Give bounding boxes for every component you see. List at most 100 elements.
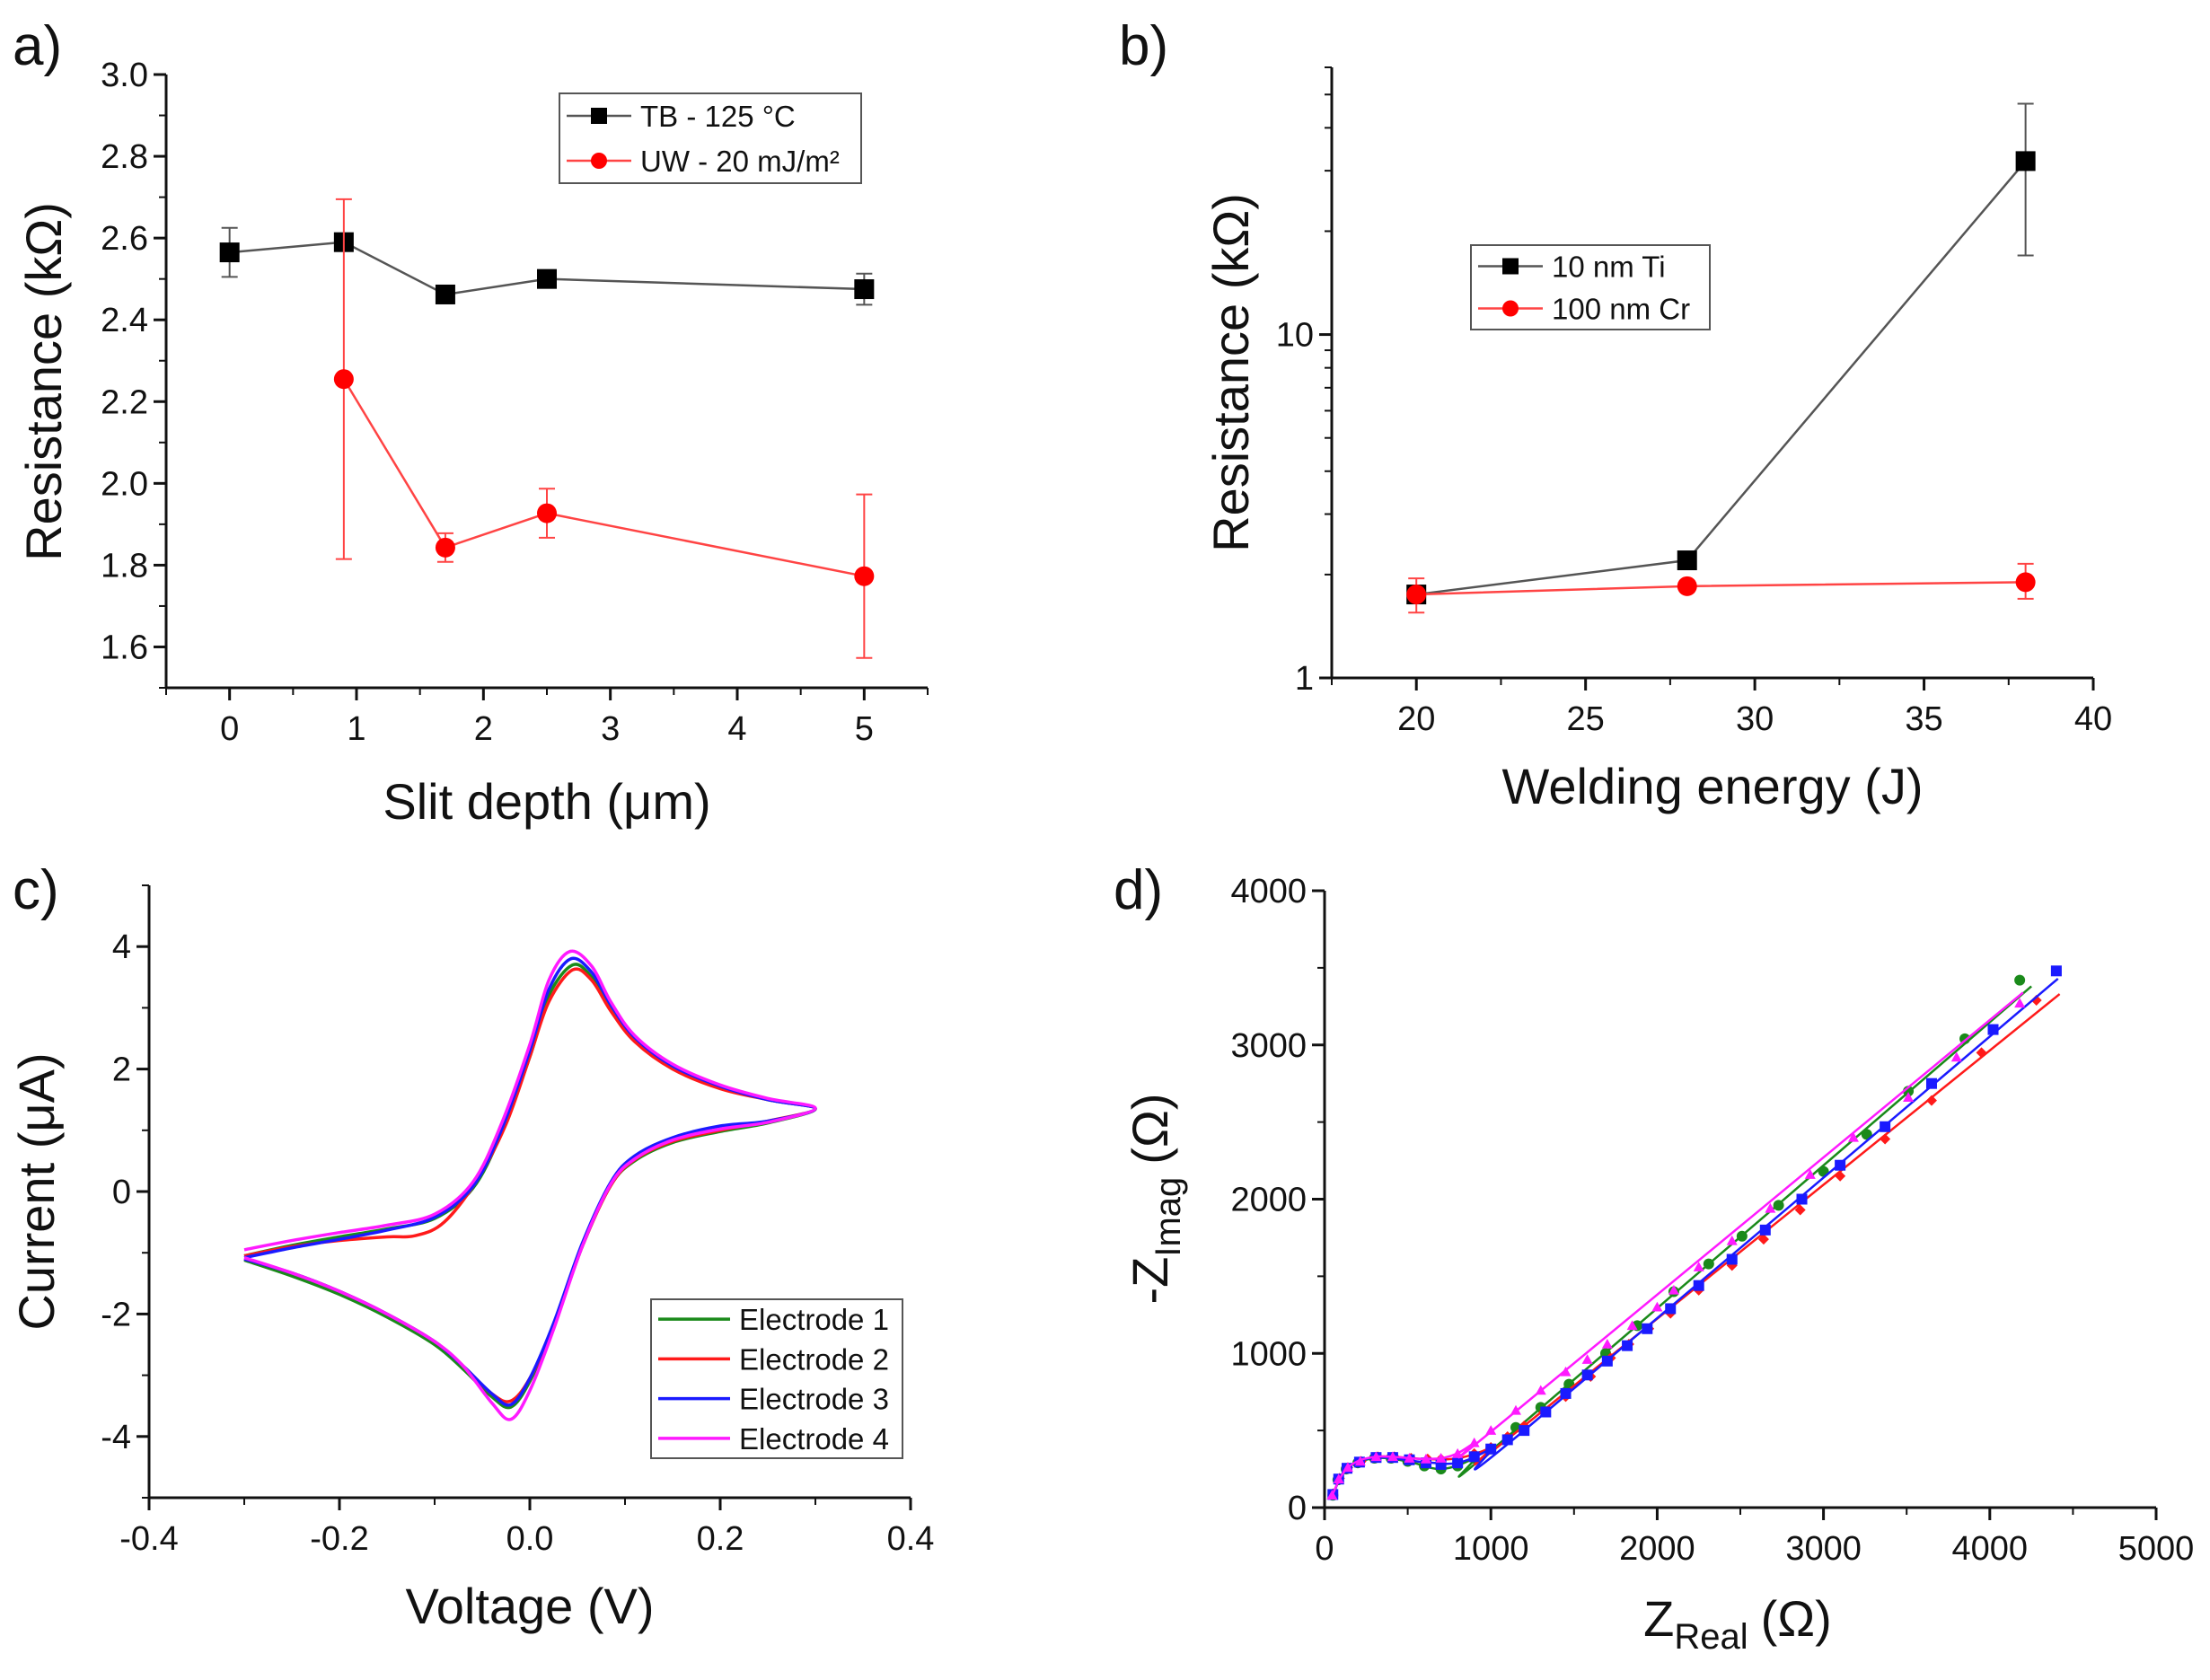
legend-label-uw-20-mj-m-: UW - 20 mJ/m²: [640, 145, 840, 178]
data-point-uw-20-mj-m-: [537, 503, 557, 523]
data-point-electrode-3: [1485, 1443, 1497, 1455]
legend-b: 10 nm Ti 100 nm Cr: [1470, 244, 1711, 330]
x-tick-label: 0: [1315, 1530, 1334, 1568]
data-point-electrode-4: [1626, 1320, 1638, 1331]
panel-label-d: d): [1114, 859, 1163, 921]
data-point-electrode-4: [1903, 1092, 1915, 1102]
panel-a-resistance-vs-slit-depth: a) Resistance (kΩ) Slit depth (μm) 0 1 2 3 4…: [13, 15, 929, 830]
fit-line-electrode-1: [1332, 985, 2032, 1496]
data-point-electrode-4: [1435, 1453, 1447, 1463]
y-axis-title-d: -ZImag (Ω): [1122, 1094, 1188, 1305]
data-point-10-nm-ti: [2015, 151, 2036, 172]
y-tick-label: 3000: [1230, 1027, 1307, 1065]
data-point-tb-125-c: [435, 284, 455, 304]
x-tick-label: 40: [2074, 700, 2112, 738]
data-point-electrode-3: [1665, 1303, 1677, 1315]
data-point-electrode-1: [1736, 1230, 1748, 1242]
y-tick-label: 3.0: [101, 57, 148, 94]
data-point-electrode-3: [1519, 1425, 1530, 1437]
data-point-electrode-2: [2030, 994, 2042, 1006]
data-point-electrode-4: [1765, 1202, 1776, 1213]
data-point-electrode-2: [1925, 1095, 1937, 1106]
data-point-electrode-4: [1804, 1169, 1816, 1179]
panel-b-resistance-vs-welding-energy: b) Resistance (kΩ) Welding energy (J) 20…: [1119, 15, 2112, 814]
data-point-electrode-3: [1880, 1121, 1891, 1132]
legend-label-10-nm-ti: 10 nm Ti: [1552, 251, 1666, 284]
y-tick-label: 1000: [1230, 1335, 1307, 1373]
data-point-electrode-4: [1581, 1354, 1593, 1364]
x-tick-label: 3: [601, 710, 620, 748]
data-point-electrode-4: [1847, 1131, 1859, 1142]
x-tick-label: -0.4: [119, 1520, 178, 1558]
x-tick-label: 2: [474, 710, 493, 748]
data-point-electrode-4: [1326, 1490, 1338, 1500]
y-tick-label: 1: [1295, 660, 1314, 698]
data-point-electrode-2: [1880, 1133, 1891, 1145]
data-point-electrode-4: [1468, 1437, 1480, 1447]
x-tick-label: 1000: [1453, 1530, 1529, 1568]
data-point-tb-125-c: [219, 242, 240, 263]
legend-label-electrode-2: Electrode 2: [739, 1342, 889, 1376]
data-point-uw-20-mj-m-: [435, 537, 455, 558]
y-tick-label: 1.8: [101, 547, 148, 585]
data-point-100-nm-cr: [1677, 576, 1697, 596]
data-point-electrode-4: [1452, 1447, 1464, 1458]
cv-curve-electrode-4: [243, 949, 817, 1421]
data-point-electrode-4: [1370, 1451, 1382, 1462]
y-tick-label: -2: [101, 1296, 131, 1333]
data-point-electrode-2: [1976, 1047, 1987, 1059]
data-point-tb-125-c: [854, 279, 875, 300]
x-axis-title-d: ZReal (Ω): [1643, 1590, 1832, 1657]
data-point-electrode-4: [1950, 1051, 1962, 1062]
data-point-electrode-3: [1468, 1451, 1480, 1463]
data-point-electrode-4: [1485, 1425, 1497, 1435]
x-axis-title-b: Welding energy (J): [1502, 758, 1924, 814]
data-point-tb-125-c: [537, 268, 557, 289]
x-axis-title-a: Slit depth (μm): [383, 773, 710, 830]
x-tick-label: 4000: [1952, 1530, 2029, 1568]
panel-label-c: c): [13, 859, 59, 921]
data-point-electrode-1: [2014, 974, 2026, 986]
y-tick-label: 2.6: [101, 220, 148, 258]
fit-line-electrode-4: [1331, 991, 2024, 1496]
data-point-electrode-3: [1581, 1369, 1593, 1381]
panel-d-nyquist-plot: d) -ZImag (Ω) ZReal (Ω) 0 1000 2000 3000 4000 5…: [1114, 859, 2194, 1657]
data-point-electrode-2: [1835, 1170, 1846, 1182]
y-axis-title-main: -Z: [1122, 1257, 1178, 1305]
data-point-electrode-3: [1540, 1406, 1552, 1418]
data-point-electrode-4: [1560, 1366, 1572, 1377]
data-point-electrode-3: [1642, 1323, 1653, 1334]
legend-box: [650, 1298, 903, 1459]
legend-a: TB - 125 °C UW - 20 mJ/m²: [559, 92, 862, 184]
x-tick-label: 30: [1736, 700, 1774, 738]
data-point-electrode-4: [1342, 1462, 1353, 1473]
y-tick-label: 2.4: [101, 302, 148, 339]
y-tick-label: 4: [112, 928, 131, 966]
data-point-electrode-3: [1987, 1024, 1999, 1035]
data-point-electrode-4: [1651, 1301, 1663, 1312]
legend-label-100-nm-cr: 100 nm Cr: [1552, 293, 1690, 326]
data-point-electrode-4: [1601, 1338, 1613, 1349]
y-tick-label: 2.8: [101, 138, 148, 176]
y-tick-label: 10: [1276, 317, 1314, 355]
data-point-electrode-3: [1759, 1224, 1771, 1236]
data-point-electrode-3: [1835, 1159, 1846, 1171]
data-point-100-nm-cr: [1406, 585, 1427, 605]
y-axis-title-a: Resistance (kΩ): [15, 202, 72, 561]
data-point-electrode-4: [1693, 1262, 1704, 1271]
y-tick-label: 1.6: [101, 629, 148, 666]
data-point-electrode-3: [1601, 1355, 1613, 1367]
legend-marker-10-nm-ti: [1502, 258, 1519, 275]
data-point-electrode-3: [1726, 1253, 1738, 1265]
legend-label-tb-125-c: TB - 125 °C: [640, 100, 796, 133]
y-tick-label: 2000: [1230, 1182, 1307, 1219]
data-point-uw-20-mj-m-: [854, 566, 875, 586]
series-line-uw-20-mj-m-: [342, 378, 865, 577]
x-tick-label: 1: [347, 710, 365, 748]
data-point-electrode-3: [1452, 1457, 1464, 1469]
data-point-electrode-4: [1387, 1451, 1398, 1462]
x-axis-title-c: Voltage (V): [405, 1578, 654, 1634]
data-point-electrode-1: [1703, 1258, 1714, 1270]
y-tick-label: 4000: [1230, 873, 1307, 910]
data-point-electrode-4: [1420, 1453, 1431, 1464]
